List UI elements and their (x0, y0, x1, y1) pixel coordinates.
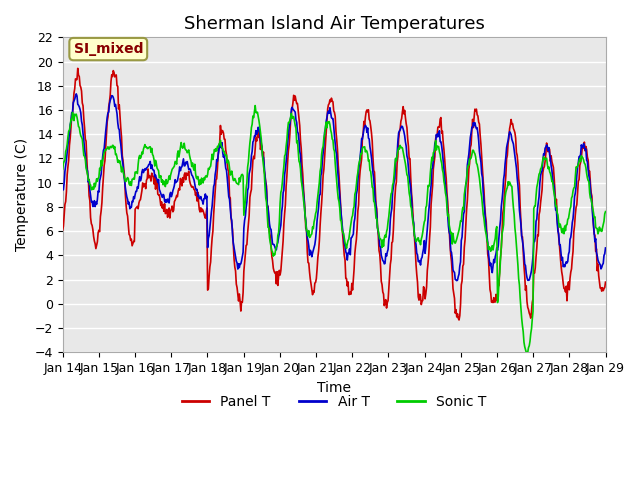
X-axis label: Time: Time (317, 381, 351, 395)
Title: Sherman Island Air Temperatures: Sherman Island Air Temperatures (184, 15, 484, 33)
Legend: Panel T, Air T, Sonic T: Panel T, Air T, Sonic T (176, 389, 492, 415)
Y-axis label: Temperature (C): Temperature (C) (15, 138, 29, 252)
Text: SI_mixed: SI_mixed (74, 42, 143, 56)
